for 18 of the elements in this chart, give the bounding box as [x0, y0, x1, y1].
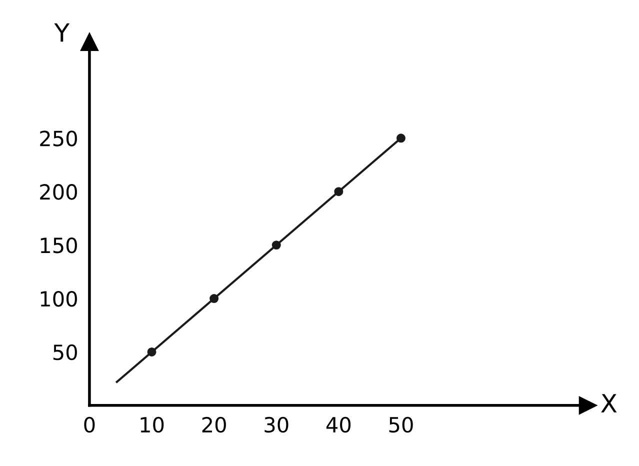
x-tick-label: 10	[140, 416, 164, 433]
y-axis-title: Y	[54, 23, 70, 42]
point	[210, 294, 219, 304]
point	[334, 187, 344, 196]
point	[396, 134, 406, 143]
x-tick-label: 40	[326, 416, 351, 433]
point	[147, 347, 156, 356]
x-tick-label: 50	[389, 416, 413, 433]
x-tick-label: 0	[84, 416, 95, 433]
point	[272, 240, 281, 250]
y-tick-label: 100	[40, 290, 77, 307]
y-tick-label: 200	[40, 184, 77, 200]
y-tick-label: 250	[40, 130, 77, 146]
x-tick-label: 30	[264, 416, 288, 433]
y-tick-label: 150	[40, 238, 77, 254]
x-tick-label: 20	[202, 416, 226, 433]
y-tick-label: 50	[53, 344, 77, 360]
x-axis-title: X	[601, 394, 617, 412]
